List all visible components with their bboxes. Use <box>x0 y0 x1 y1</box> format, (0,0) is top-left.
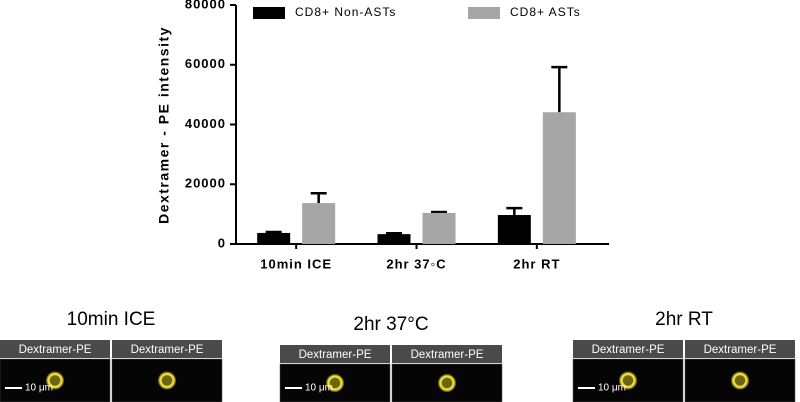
image-header <box>392 345 502 363</box>
y-tick-label: 60000 <box>185 56 226 71</box>
legend-label: CD8+ Non-ASTs <box>295 5 396 19</box>
image-label: Dextramer-PE <box>131 344 204 356</box>
x-tick-label: 2hr RT <box>513 256 560 271</box>
image-header <box>0 340 110 358</box>
scale-label: 10 μm <box>25 383 53 394</box>
image-header <box>280 345 390 363</box>
x-tick-label: 2hr 37◦C <box>386 256 446 271</box>
cell <box>47 372 63 389</box>
bar <box>542 112 576 244</box>
scale-label: 10 μm <box>598 383 626 394</box>
legend-swatch <box>468 7 500 19</box>
bar <box>497 215 531 244</box>
y-tick-label: 0 <box>218 235 226 250</box>
cell <box>732 372 748 389</box>
bar <box>422 212 456 244</box>
y-tick-label: 20000 <box>185 176 226 191</box>
scale-label: 10 μm <box>305 383 333 394</box>
image-label: Dextramer-PE <box>592 344 665 356</box>
image-label: Dextramer-PE <box>299 349 372 361</box>
cell <box>620 372 636 389</box>
panel-title: 2hr RT <box>655 309 713 330</box>
cell <box>327 375 343 391</box>
image-label: Dextramer-PE <box>411 349 484 361</box>
bar <box>302 203 336 244</box>
bar <box>377 234 411 244</box>
image-label: Dextramer-PE <box>704 344 777 356</box>
image-header <box>112 340 222 358</box>
image-header <box>685 340 795 358</box>
panel-title: 10min ICE <box>67 309 156 330</box>
bar <box>257 232 291 244</box>
y-axis-label: Dextramer - PE intensity <box>156 26 172 224</box>
y-tick-label: 80000 <box>185 0 226 11</box>
image-header <box>573 340 683 358</box>
panel-title: 2hr 37°C <box>353 314 428 335</box>
cell <box>439 375 455 391</box>
y-tick-label: 40000 <box>185 116 226 131</box>
legend-label: CD8+ ASTs <box>510 5 581 19</box>
x-tick-label: 10min ICE <box>260 256 332 271</box>
image-label: Dextramer-PE <box>19 344 92 356</box>
legend-swatch <box>253 7 285 19</box>
cell <box>159 372 175 389</box>
